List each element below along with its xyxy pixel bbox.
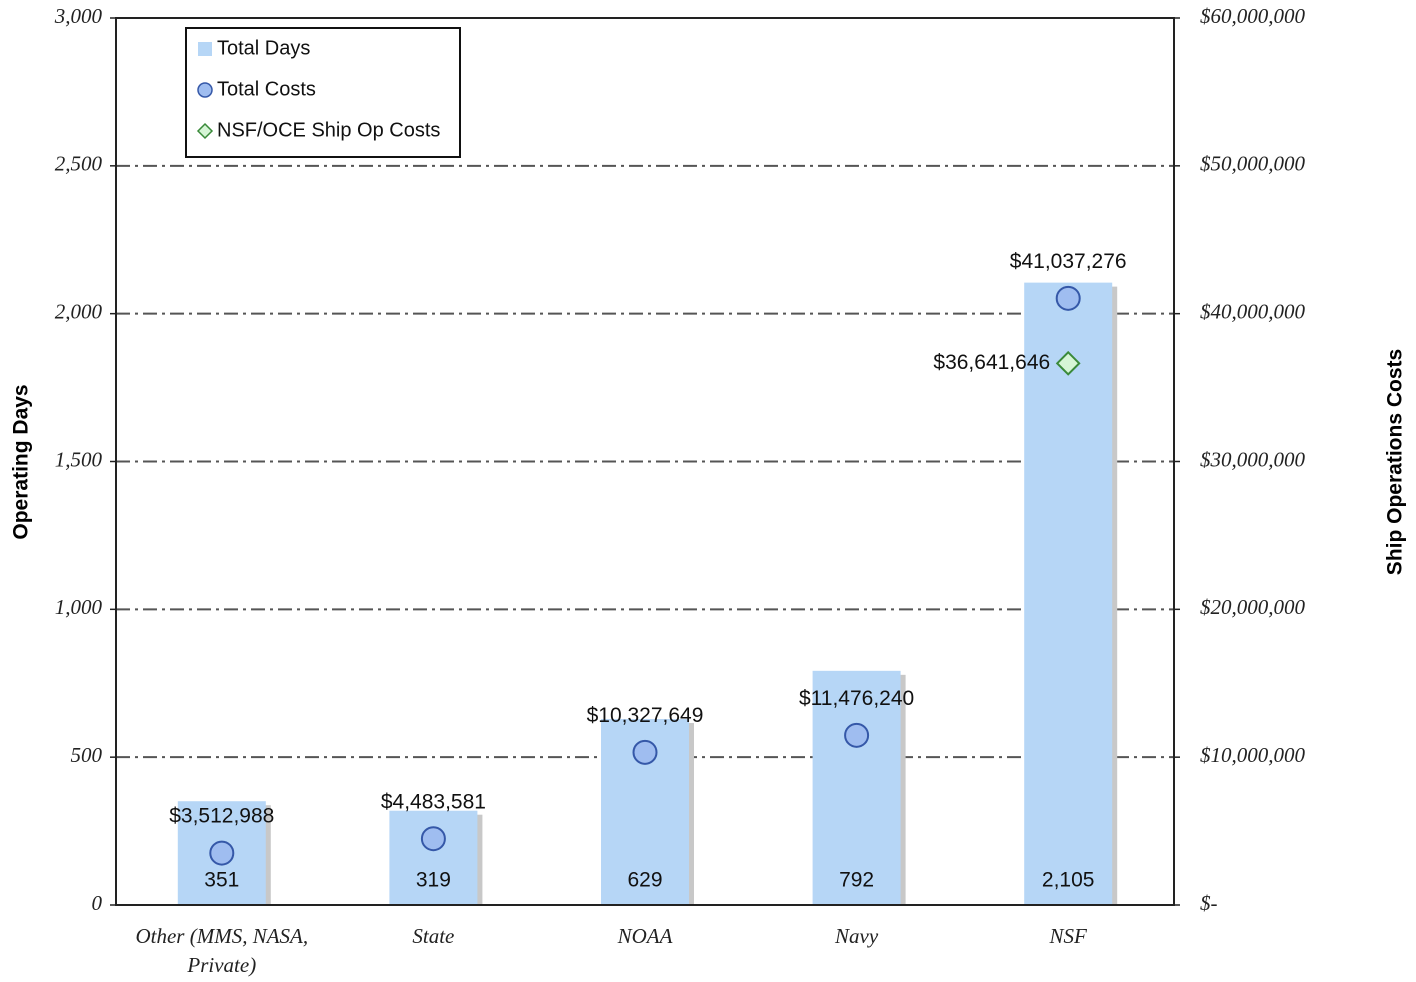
y2-tick-label: $40,000,000 xyxy=(1200,299,1306,323)
data-label: 2,105 xyxy=(1042,869,1095,892)
y-tick-label: 0 xyxy=(92,891,103,915)
legend-box xyxy=(185,27,461,158)
y-tick-label: 2,000 xyxy=(55,299,103,323)
x-tick-label: Other (MMS, NASA, Private) xyxy=(135,924,309,977)
bar xyxy=(1024,282,1113,905)
cost-marker xyxy=(1055,285,1081,311)
x-tick-label: Navy xyxy=(835,924,879,948)
y2-tick-label: $- xyxy=(1200,891,1218,915)
data-label: $10,327,649 xyxy=(587,704,704,727)
y2-tick-label: $60,000,000 xyxy=(1200,4,1306,28)
x-tick-label: State xyxy=(412,924,455,948)
y2-tick-label: $30,000,000 xyxy=(1200,447,1306,471)
legend-swatch xyxy=(196,122,214,140)
data-label: $3,512,988 xyxy=(169,805,274,828)
y2-tick-label: $50,000,000 xyxy=(1200,152,1306,176)
cost-marker xyxy=(209,840,235,866)
x-tick-label: NSF xyxy=(1049,924,1087,948)
data-label: 629 xyxy=(627,869,662,892)
legend-swatch xyxy=(197,82,213,98)
y-tick-label: 3,000 xyxy=(54,4,103,28)
data-label: 792 xyxy=(839,869,874,892)
cost-marker xyxy=(632,739,658,765)
legend-label: Total Days xyxy=(217,37,310,59)
y-tick-label: 2,500 xyxy=(55,152,103,176)
y-axis-label: Operating Days xyxy=(10,384,33,539)
y-tick-label: 1,500 xyxy=(55,447,103,471)
data-label: $4,483,581 xyxy=(381,790,486,813)
legend: Total Days Total Costs NSF/OCE Ship Op Cos… xyxy=(185,27,461,158)
data-label: $36,641,646 xyxy=(933,351,1050,374)
legend-label: Total Costs xyxy=(217,78,316,100)
ship-op-marker xyxy=(1055,350,1081,376)
data-label: $11,476,240 xyxy=(799,687,914,710)
data-label: 319 xyxy=(416,869,451,892)
x-tick-label: NOAA xyxy=(617,924,673,948)
data-label: $41,037,276 xyxy=(1010,250,1127,273)
y2-tick-label: $10,000,000 xyxy=(1200,743,1306,767)
y2-tick-label: $20,000,000 xyxy=(1200,595,1306,619)
bar xyxy=(812,670,901,905)
y2-axis-label: Ship Operations Costs xyxy=(1384,349,1407,575)
legend-label: NSF/OCE Ship Op Costs xyxy=(217,119,440,141)
plot-frame xyxy=(115,17,1175,906)
cost-marker xyxy=(844,722,870,748)
y-tick-label: 1,000 xyxy=(55,595,103,619)
legend-swatch xyxy=(198,42,212,56)
y-tick-label: 500 xyxy=(71,743,103,767)
cost-marker xyxy=(420,826,446,852)
data-label: 351 xyxy=(204,869,239,892)
